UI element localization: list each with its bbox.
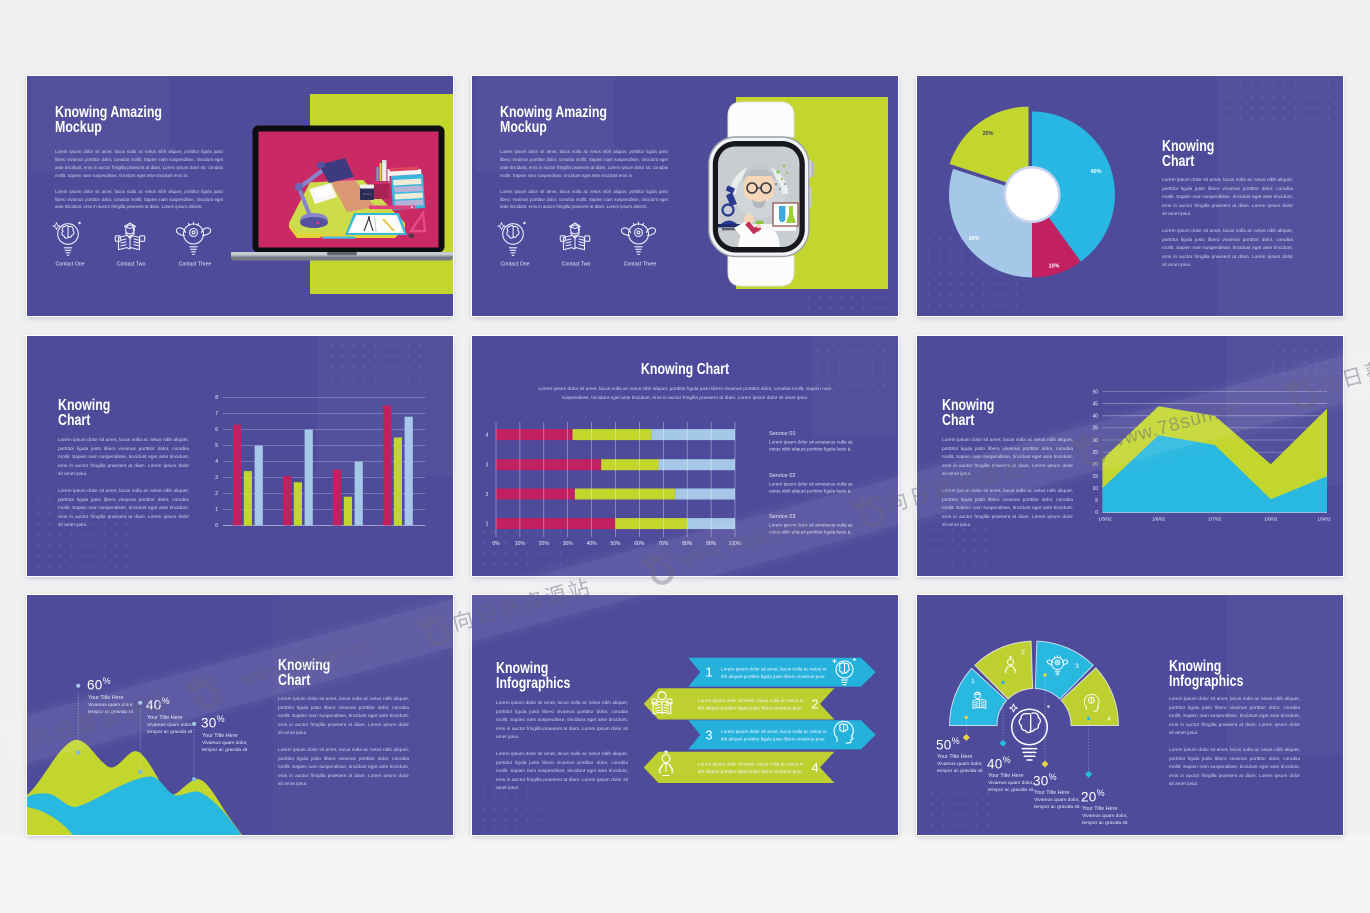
svg-text:8: 8: [215, 395, 218, 401]
svg-text:60%: 60%: [634, 541, 645, 547]
svg-text:Lorem ipsum dolor sit amet, la: Lorem ipsum dolor sit amet, lacus nulla …: [721, 729, 828, 734]
svg-text:40%: 40%: [1091, 169, 1102, 175]
svg-text:35: 35: [1092, 426, 1098, 432]
svg-text:2: 2: [215, 491, 218, 497]
svg-text:4: 4: [215, 459, 218, 465]
svg-text:10: 10: [1092, 486, 1098, 492]
svg-text:20: 20: [1092, 462, 1098, 468]
svg-text:50: 50: [1092, 390, 1098, 396]
svg-text:0%: 0%: [492, 541, 500, 547]
svg-text:ibh aliquet porttitor ligula j: ibh aliquet porttitor ligula justo liber…: [698, 769, 803, 774]
svg-text:Service 01: Service 01: [769, 431, 795, 437]
svg-text:80%: 80%: [682, 541, 693, 547]
svg-text:netus nibh aliquet porttitor l: netus nibh aliquet porttitor ligula lust…: [769, 447, 852, 452]
svg-text:ibh aliquet porttitor ligula j: ibh aliquet porttitor ligula justo liber…: [698, 706, 803, 711]
svg-text:1/7/02: 1/7/02: [1208, 517, 1222, 523]
svg-text:Contact Three: Contact Three: [179, 262, 212, 268]
svg-text:30%: 30%: [563, 541, 574, 547]
svg-text:Contact One: Contact One: [55, 262, 84, 268]
svg-text:10%: 10%: [515, 541, 526, 547]
svg-text:2: 2: [486, 492, 489, 498]
svg-text:Contact Two: Contact Two: [562, 262, 591, 268]
svg-text:Contact Two: Contact Two: [117, 262, 146, 268]
svg-text:5: 5: [215, 443, 218, 449]
svg-text:20%: 20%: [983, 131, 994, 137]
svg-text:Contact One: Contact One: [500, 262, 529, 268]
svg-text:4: 4: [486, 433, 489, 439]
svg-text:20%: 20%: [539, 541, 550, 547]
svg-text:3: 3: [486, 463, 489, 469]
svg-text:PLAN: PLAN: [363, 192, 371, 196]
svg-text:2: 2: [1021, 649, 1025, 656]
svg-text:15: 15: [1092, 474, 1098, 480]
svg-text:1/9/02: 1/9/02: [1317, 517, 1331, 523]
svg-text:ibh aliquet porttitor ligula j: ibh aliquet porttitor ligula justo liber…: [721, 737, 826, 742]
svg-text:3: 3: [215, 475, 218, 481]
svg-text:4: 4: [811, 760, 818, 775]
svg-text:10%: 10%: [1049, 264, 1060, 270]
svg-text:0: 0: [1095, 510, 1098, 516]
svg-text:2: 2: [811, 696, 818, 711]
svg-text:1: 1: [486, 522, 489, 528]
svg-text:30: 30: [1092, 438, 1098, 444]
svg-text:1: 1: [971, 678, 975, 685]
svg-text:0: 0: [215, 523, 218, 529]
svg-text:6: 6: [215, 427, 218, 433]
svg-text:5: 5: [1095, 498, 1098, 504]
svg-text:ibh aliquet porttitor ligula j: ibh aliquet porttitor ligula justo liber…: [721, 674, 826, 679]
svg-text:90%: 90%: [706, 541, 717, 547]
svg-text:40%: 40%: [587, 541, 598, 547]
svg-text:4: 4: [1107, 716, 1111, 723]
svg-text:100%: 100%: [729, 541, 742, 547]
svg-text:netus nibh aliquet porttitor l: netus nibh aliquet porttitor ligula lust…: [769, 530, 852, 535]
svg-text:Lorem ipsum dolor sit ametacus: Lorem ipsum dolor sit ametacus nulla ac: [769, 523, 854, 528]
svg-text:1/6/02: 1/6/02: [1152, 517, 1166, 523]
svg-text:Lorem ipsum dolor sit amet, la: Lorem ipsum dolor sit amet, lacus nulla …: [698, 698, 805, 703]
svg-text:30%: 30%: [969, 236, 980, 242]
svg-text:Lorem ipsum dolor sit amet, la: Lorem ipsum dolor sit amet, lacus nulla …: [698, 762, 805, 767]
svg-text:3: 3: [705, 727, 712, 742]
svg-text:45: 45: [1092, 402, 1098, 408]
svg-text:40: 40: [1092, 414, 1098, 420]
svg-text:25: 25: [1092, 450, 1098, 456]
svg-text:Lorem ipsum dolor sit amet, la: Lorem ipsum dolor sit amet, lacus nulla …: [721, 667, 828, 672]
svg-text:1/8/02: 1/8/02: [1264, 517, 1278, 523]
svg-text:netus nibh aliquet porttitor l: netus nibh aliquet porttitor ligula lust…: [769, 489, 852, 494]
svg-text:7: 7: [215, 411, 218, 417]
svg-text:3: 3: [1075, 663, 1079, 670]
svg-text:1/5/02: 1/5/02: [1098, 517, 1112, 523]
svg-text:Lorem ipsum dolor sit ametacus: Lorem ipsum dolor sit ametacus nulla ac: [769, 440, 854, 445]
svg-text:Service 03: Service 03: [769, 514, 795, 520]
svg-text:1: 1: [705, 665, 712, 680]
svg-text:50%: 50%: [610, 541, 621, 547]
svg-text:Contact Three: Contact Three: [624, 262, 657, 268]
svg-text:70%: 70%: [658, 541, 669, 547]
svg-text:1: 1: [215, 507, 218, 513]
svg-text:Lorem ipsum dolor sit ametacus: Lorem ipsum dolor sit ametacus nulla ac: [769, 482, 854, 487]
svg-text:Service 02: Service 02: [769, 473, 795, 479]
